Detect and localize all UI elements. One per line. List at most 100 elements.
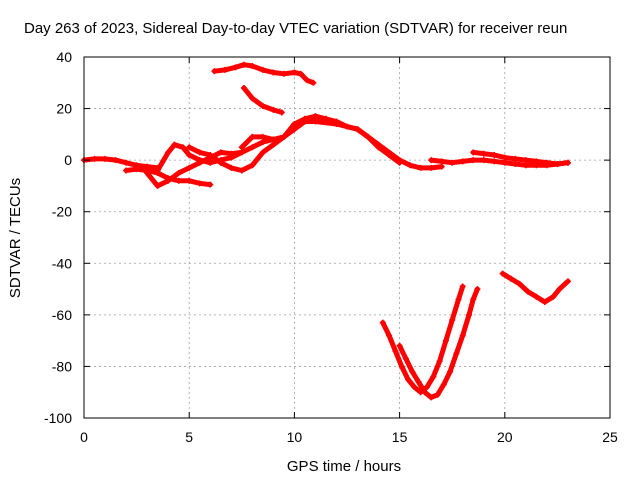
data-point: [221, 66, 228, 73]
x-tick-label: 25: [602, 429, 618, 445]
data-point: [154, 182, 161, 189]
data-point: [564, 278, 571, 285]
data-point: [512, 155, 519, 162]
data-point: [217, 149, 224, 156]
x-tick-label: 5: [185, 429, 193, 445]
series-arc-4: [133, 141, 245, 174]
data-point: [428, 394, 435, 401]
data-point: [501, 159, 508, 166]
series-line: [397, 286, 480, 400]
data-point: [249, 95, 256, 102]
data-point: [310, 79, 317, 86]
data-point: [278, 109, 285, 116]
data-point: [436, 358, 443, 365]
data-point: [291, 123, 298, 130]
data-point: [249, 63, 256, 70]
data-point: [474, 286, 481, 293]
data-point: [396, 342, 403, 349]
data-point: [430, 373, 437, 380]
y-tick-label: -40: [52, 255, 72, 271]
data-point: [405, 376, 412, 383]
series-arc-6: [238, 113, 403, 166]
data-point: [207, 151, 214, 158]
data-point: [344, 123, 350, 130]
data-point: [304, 77, 311, 84]
data-point: [186, 177, 193, 184]
data-point: [211, 68, 218, 75]
data-point: [333, 118, 340, 125]
data-point: [533, 158, 540, 165]
data-point: [428, 164, 435, 171]
data-point: [144, 167, 151, 174]
series-arc-5: [186, 118, 445, 174]
series-arc-13: [499, 270, 571, 305]
series-line: [470, 149, 571, 167]
data-point: [154, 167, 161, 174]
y-tick-label: -80: [52, 358, 72, 374]
data-point: [259, 139, 266, 146]
data-point: [207, 181, 214, 188]
data-point: [228, 154, 235, 161]
data-point: [550, 293, 557, 300]
data-point: [541, 298, 548, 305]
gridlines: [84, 57, 610, 418]
data-point: [207, 159, 214, 166]
series-arc-12: [396, 286, 481, 401]
data-point: [415, 378, 422, 385]
data-point: [259, 149, 266, 156]
data-point: [238, 167, 245, 174]
data-point: [91, 155, 98, 162]
data-point: [428, 157, 435, 164]
data-point: [480, 157, 487, 164]
data-point: [522, 157, 529, 164]
data-point: [301, 115, 308, 122]
series-arc-11: [379, 283, 466, 396]
data-point: [512, 161, 519, 168]
data-point: [438, 158, 445, 165]
data-point: [228, 164, 235, 171]
data-point: [455, 296, 462, 303]
data-point: [491, 151, 498, 158]
data-point: [564, 159, 571, 166]
data-point: [270, 136, 277, 143]
data-point: [270, 69, 277, 76]
data-point: [196, 157, 203, 164]
series-arc-8: [240, 84, 285, 116]
data-point: [291, 69, 298, 76]
data-point: [312, 113, 319, 120]
series-line: [186, 119, 445, 173]
data-point: [365, 133, 372, 140]
data-point: [438, 163, 445, 170]
data-point: [175, 177, 182, 184]
data-point: [186, 144, 193, 151]
data-point: [556, 286, 563, 293]
data-point: [375, 144, 382, 151]
series-arc-7: [211, 61, 317, 86]
series-line: [239, 113, 403, 166]
data-point: [238, 149, 245, 156]
series-line: [380, 284, 466, 395]
data-point: [480, 150, 487, 157]
data-point: [423, 384, 430, 391]
chart-title: Day 263 of 2023, Sidereal Day-to-day VTE…: [24, 20, 567, 37]
data-point: [196, 180, 203, 187]
data-point: [196, 149, 203, 156]
data-point: [259, 66, 266, 73]
x-tick-label: 20: [497, 429, 513, 445]
y-tick-label: 0: [64, 152, 72, 168]
data-point: [459, 332, 466, 339]
data-point: [447, 368, 454, 375]
data-point: [280, 133, 287, 140]
data-point: [449, 159, 456, 166]
data-point: [470, 296, 477, 303]
data-point: [165, 149, 172, 156]
data-point: [491, 158, 498, 165]
data-point: [386, 151, 393, 158]
data-point: [434, 391, 441, 398]
data-point: [516, 280, 523, 287]
series-arc-10: [470, 149, 571, 168]
data-point: [249, 162, 256, 169]
data-point: [407, 162, 414, 169]
data-point: [470, 157, 477, 164]
axis-ticks: 0 5 10 15 20 25 -100 -80 -60 -40 -20 0 20 40: [44, 49, 618, 445]
